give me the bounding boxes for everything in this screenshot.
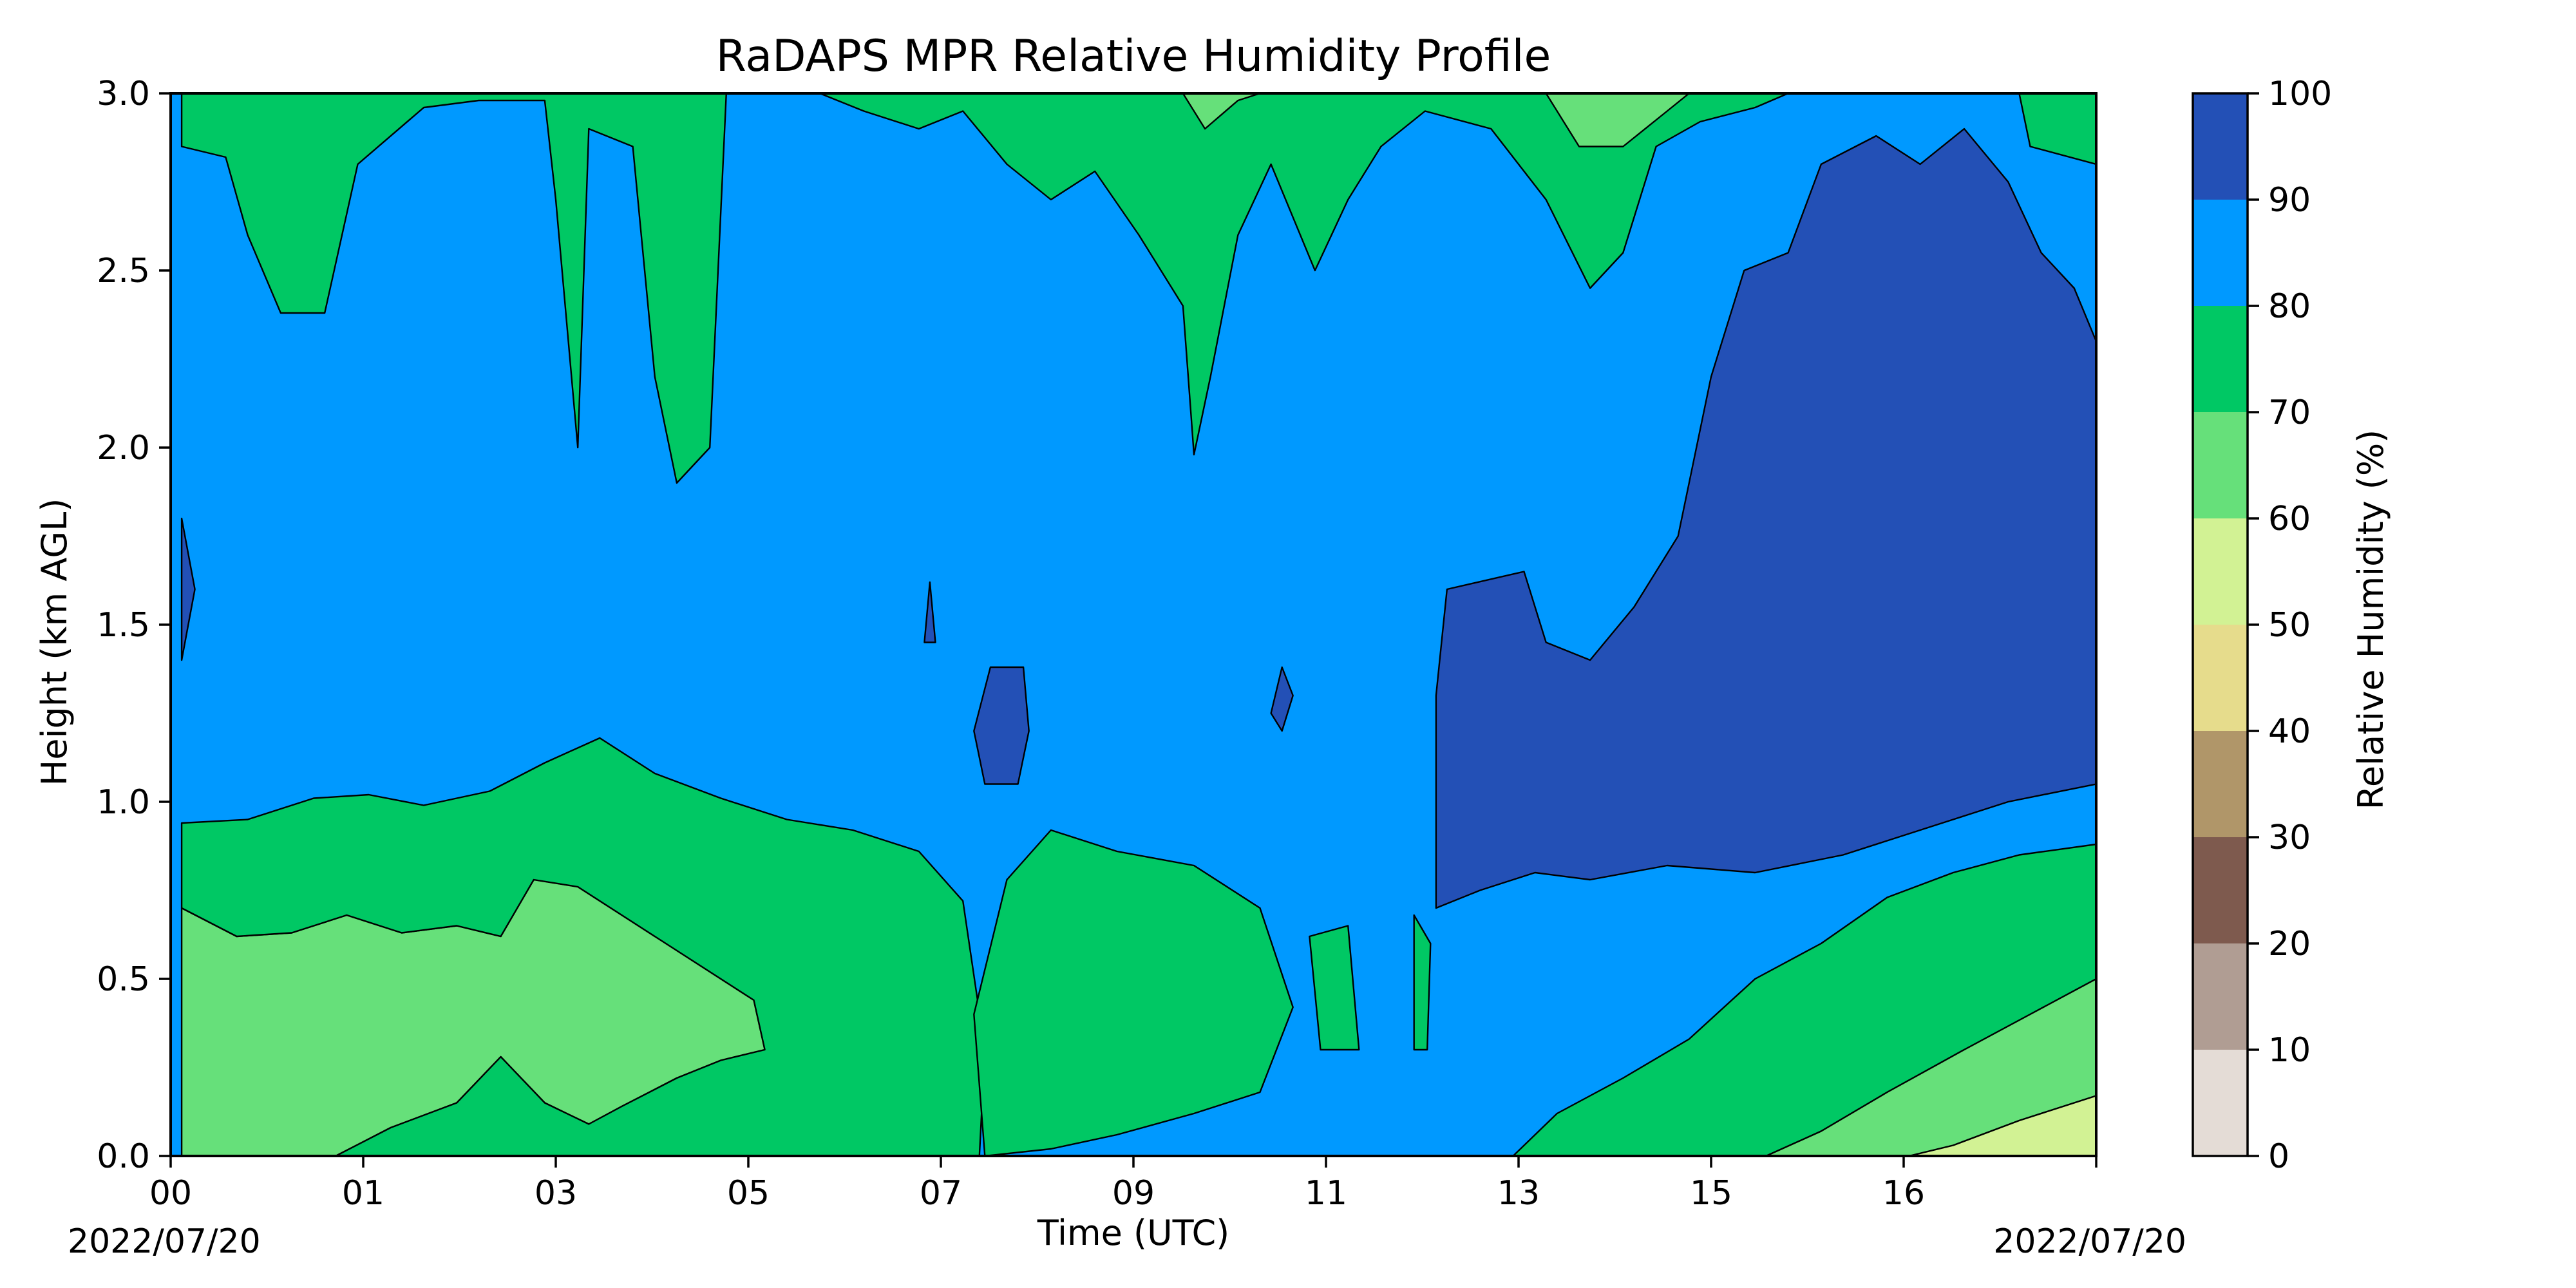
- x-tick-label-9: 16: [1882, 1174, 1925, 1213]
- x-axis: 00 01 03 05 07 09 11 13 15 16: [149, 1156, 2098, 1213]
- y-tick-label-0: 0.0: [97, 1137, 150, 1176]
- colorbar-tick-label-4: 40: [2268, 712, 2311, 751]
- contour-region-7: [1908, 1095, 2096, 1156]
- colorbar-band-4: [2193, 625, 2248, 731]
- colorbar-band-2: [2193, 837, 2248, 943]
- colorbar: [2192, 92, 2249, 1157]
- x-tick-label-0: 00: [149, 1174, 192, 1213]
- contour-region-2: [973, 829, 1294, 1156]
- y-tick-label-1: 0.5: [97, 960, 150, 999]
- contour-region-10: [1182, 93, 1261, 130]
- colorbar-tick-label-3: 30: [2268, 819, 2311, 857]
- colorbar-band-6: [2193, 412, 2248, 518]
- y-axis-label: Height (km AGL): [34, 498, 75, 786]
- contour-region-12: [2018, 93, 2096, 166]
- colorbar-tick-label-8: 80: [2268, 287, 2311, 326]
- x-tick-label-1: 01: [342, 1174, 384, 1213]
- colorbar-tick-label-9: 90: [2268, 181, 2311, 220]
- contour-region-1: [180, 737, 986, 1156]
- colorbar-band-0: [2193, 1050, 2248, 1156]
- colorbar-tick-label-7: 70: [2268, 393, 2311, 432]
- x-axis-label: Time (UTC): [1037, 1213, 1230, 1253]
- y-tick-label-3: 1.5: [97, 606, 150, 645]
- contour-region-9: [819, 93, 1789, 456]
- y-tick-label-4: 2.0: [97, 429, 150, 468]
- contour-region-14: [973, 666, 1030, 785]
- colorbar-band-1: [2193, 943, 2248, 1050]
- colorbar-band-8: [2193, 200, 2248, 306]
- x-tick-label-6: 11: [1305, 1174, 1347, 1213]
- colorbar-band-5: [2193, 518, 2248, 625]
- contour-region-15: [923, 581, 936, 643]
- x-tick-label-3: 05: [727, 1174, 770, 1213]
- plot-area: [169, 92, 2098, 1157]
- y-tick-label-6: 3.0: [97, 75, 150, 113]
- x-tick-label-5: 09: [1112, 1174, 1155, 1213]
- chart-title: RaDAPS MPR Relative Humidity Profile: [716, 31, 1551, 82]
- contour-region-11: [1545, 93, 1690, 147]
- x-tick-label-2: 03: [535, 1174, 577, 1213]
- contour-layer: [171, 93, 2096, 1156]
- colorbar-ticks: 0 10 20 30 40 50 60 70 80 90 100: [2248, 75, 2332, 1176]
- colorbar-tick-label-6: 60: [2268, 500, 2311, 538]
- colorbar-tick-label-5: 50: [2268, 606, 2311, 645]
- x-tick-label-8: 15: [1690, 1174, 1732, 1213]
- colorbar-tick-label-10: 100: [2268, 75, 2332, 113]
- x-tick-label-7: 13: [1497, 1174, 1540, 1213]
- colorbar-tick-label-2: 20: [2268, 925, 2311, 963]
- colorbar-label: Relative Humidity (%): [2351, 430, 2391, 810]
- colorbar-tick-label-0: 0: [2268, 1137, 2289, 1176]
- x-tick-label-4: 07: [920, 1174, 962, 1213]
- y-tick-label-5: 2.5: [97, 252, 150, 290]
- contour-region-16: [1270, 666, 1294, 732]
- contour-region-3: [1309, 925, 1360, 1051]
- y-tick-label-2: 1.0: [97, 783, 150, 822]
- colorbar-band-9: [2193, 93, 2248, 200]
- y-axis: 0.0 0.5 1.0 1.5 2.0 2.5 3.0: [97, 75, 171, 1176]
- colorbar-band-3: [2193, 731, 2248, 837]
- colorbar-tick-label-1: 10: [2268, 1031, 2311, 1070]
- date-start-label: 2022/07/20: [68, 1222, 261, 1261]
- date-end-label: 2022/07/20: [1993, 1222, 2186, 1261]
- colorbar-band-7: [2193, 306, 2248, 412]
- contour-region-17: [180, 517, 196, 661]
- contour-region-8: [180, 93, 728, 484]
- contour-region-13: [1435, 128, 2096, 909]
- contour-region-4: [1413, 914, 1432, 1051]
